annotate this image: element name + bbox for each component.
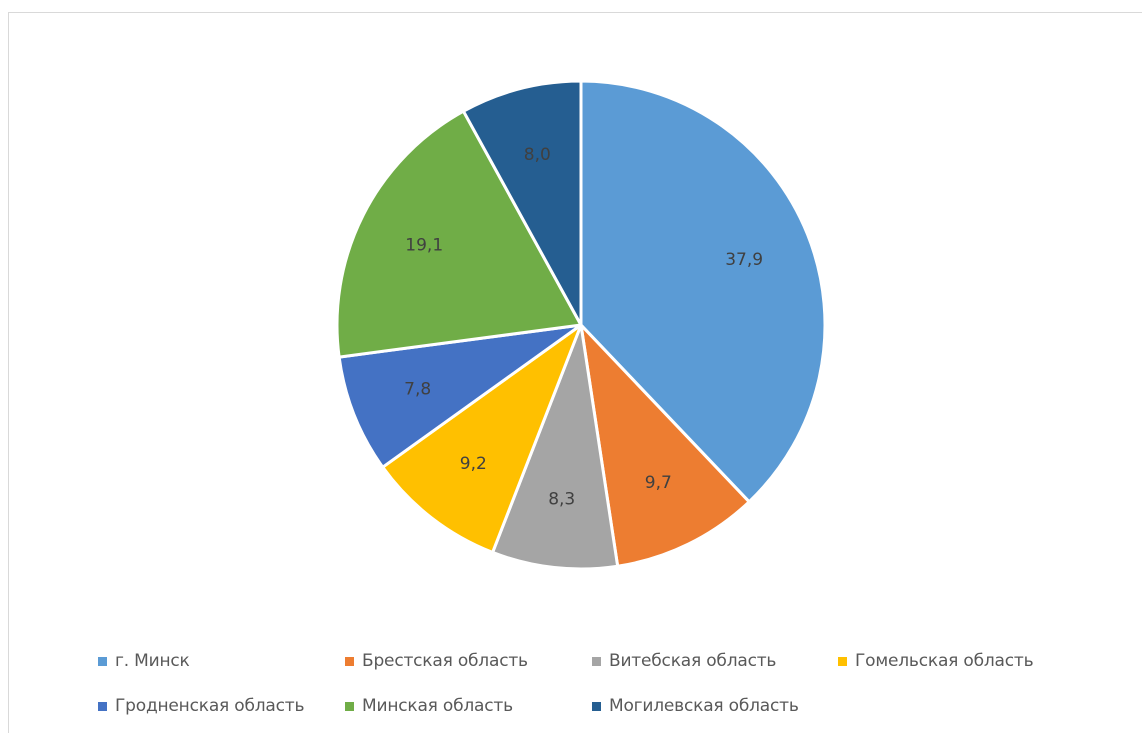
data-label-vitebsk: 8,3 <box>548 490 575 510</box>
pie-slice-grodno <box>337 323 583 469</box>
data-label-mogilev: 8,0 <box>524 145 551 165</box>
data-label-grodno: 7,8 <box>404 380 431 400</box>
pie-slice-brest <box>579 323 751 568</box>
data-label-minsk-city: 37,9 <box>725 250 763 270</box>
data-label-minsk-region: 19,1 <box>405 236 443 256</box>
pie-slice-mogilev <box>461 79 583 327</box>
pie-data-labels: 37,9 9,7 8,3 9,2 7,8 19,1 8,0 <box>404 145 763 510</box>
pie-slice-minsk-region <box>335 109 583 359</box>
pie-slice-minsk-city <box>579 79 827 504</box>
pie-chart: 37,9 9,7 8,3 9,2 7,8 19,1 8,0 <box>335 79 827 571</box>
pie-slices <box>335 79 827 571</box>
data-label-brest: 9,7 <box>645 473 672 493</box>
data-label-gomel: 9,2 <box>460 454 487 474</box>
pie-slice-gomel <box>381 323 583 554</box>
pie-slice-vitebsk <box>491 323 620 571</box>
